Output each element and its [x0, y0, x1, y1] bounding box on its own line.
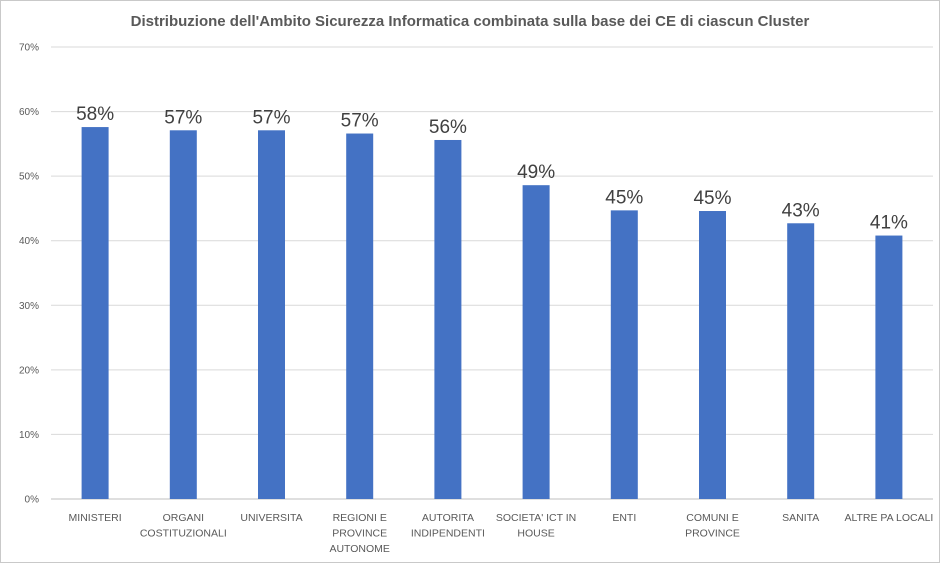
- y-tick-label: 40%: [19, 236, 39, 247]
- category-label: UNIVERSITA: [240, 512, 302, 524]
- category-label-line: HOUSE: [517, 528, 554, 540]
- bar: [346, 133, 374, 500]
- data-labels: 58% 57% 57% 57% 56% 49% 45% 45% 43% 41%: [76, 104, 908, 233]
- data-label: 49%: [517, 162, 555, 183]
- category-label-line: COSTITUZIONALI: [140, 528, 227, 540]
- bar: [875, 235, 903, 499]
- y-tick-label: 60%: [19, 107, 39, 118]
- category-label-line: SOCIETA' ICT IN: [496, 512, 576, 524]
- bar: [169, 130, 197, 499]
- y-tick-label: 10%: [19, 430, 39, 441]
- category-label-line: AUTONOME: [329, 543, 389, 555]
- category-label: ENTI: [612, 512, 636, 524]
- y-tick-label: 50%: [19, 172, 39, 183]
- bar: [258, 130, 285, 499]
- category-label-line: INDIPENDENTI: [411, 528, 485, 540]
- category-label: MINISTERI: [69, 512, 122, 524]
- data-label: 43%: [782, 200, 820, 221]
- category-label: SANITA: [782, 512, 819, 524]
- y-tick-label: 0%: [25, 495, 40, 506]
- bar: [522, 185, 550, 499]
- data-label: 45%: [605, 187, 643, 208]
- category-label: ORGANI COSTITUZIONALI: [140, 512, 227, 540]
- chart-title: Distribuzione dell'Ambito Sicurezza Info…: [130, 13, 810, 30]
- category-label-line: REGIONI E: [333, 512, 387, 524]
- category-label-line: ALTRE PA LOCALI: [844, 512, 933, 524]
- category-label-line: ORGANI: [163, 512, 204, 524]
- x-axis-categories: MINISTERI ORGANI COSTITUZIONALI UNIVERSITA R…: [69, 512, 934, 555]
- category-label: REGIONI E PROVINCE AUTONOME: [329, 512, 389, 555]
- category-label-line: SANITA: [782, 512, 819, 524]
- gridlines: [51, 46, 933, 500]
- category-label: ALTRE PA LOCALI: [844, 512, 933, 524]
- category-label-line: COMUNI E: [686, 512, 739, 524]
- category-label: SOCIETA' ICT IN HOUSE: [496, 512, 576, 540]
- data-label: 57%: [252, 107, 290, 128]
- category-label-line: AUTORITA: [422, 512, 474, 524]
- data-label: 57%: [164, 107, 202, 128]
- bar: [81, 127, 109, 499]
- bars: [81, 127, 903, 500]
- data-label: 41%: [870, 213, 908, 234]
- y-tick-label: 20%: [19, 365, 39, 376]
- category-label-line: PROVINCE: [332, 528, 387, 540]
- data-label: 57%: [341, 111, 379, 132]
- category-label-line: PROVINCE: [685, 528, 740, 540]
- bar: [610, 210, 638, 499]
- category-label: AUTORITA INDIPENDENTI: [411, 512, 485, 540]
- category-label: COMUNI E PROVINCE: [685, 512, 740, 540]
- y-tick-label: 70%: [19, 43, 39, 54]
- category-label-line: MINISTERI: [69, 512, 122, 524]
- bar: [787, 223, 815, 499]
- data-label: 58%: [76, 104, 114, 125]
- y-axis-ticks: 0% 10% 20% 30% 40% 50% 60% 70%: [19, 43, 39, 506]
- y-tick-label: 30%: [19, 301, 39, 312]
- data-label: 56%: [429, 117, 467, 138]
- category-label-line: ENTI: [612, 512, 636, 524]
- bar: [434, 139, 462, 500]
- category-label-line: UNIVERSITA: [240, 512, 302, 524]
- bar: [699, 211, 726, 500]
- data-label: 45%: [693, 188, 731, 209]
